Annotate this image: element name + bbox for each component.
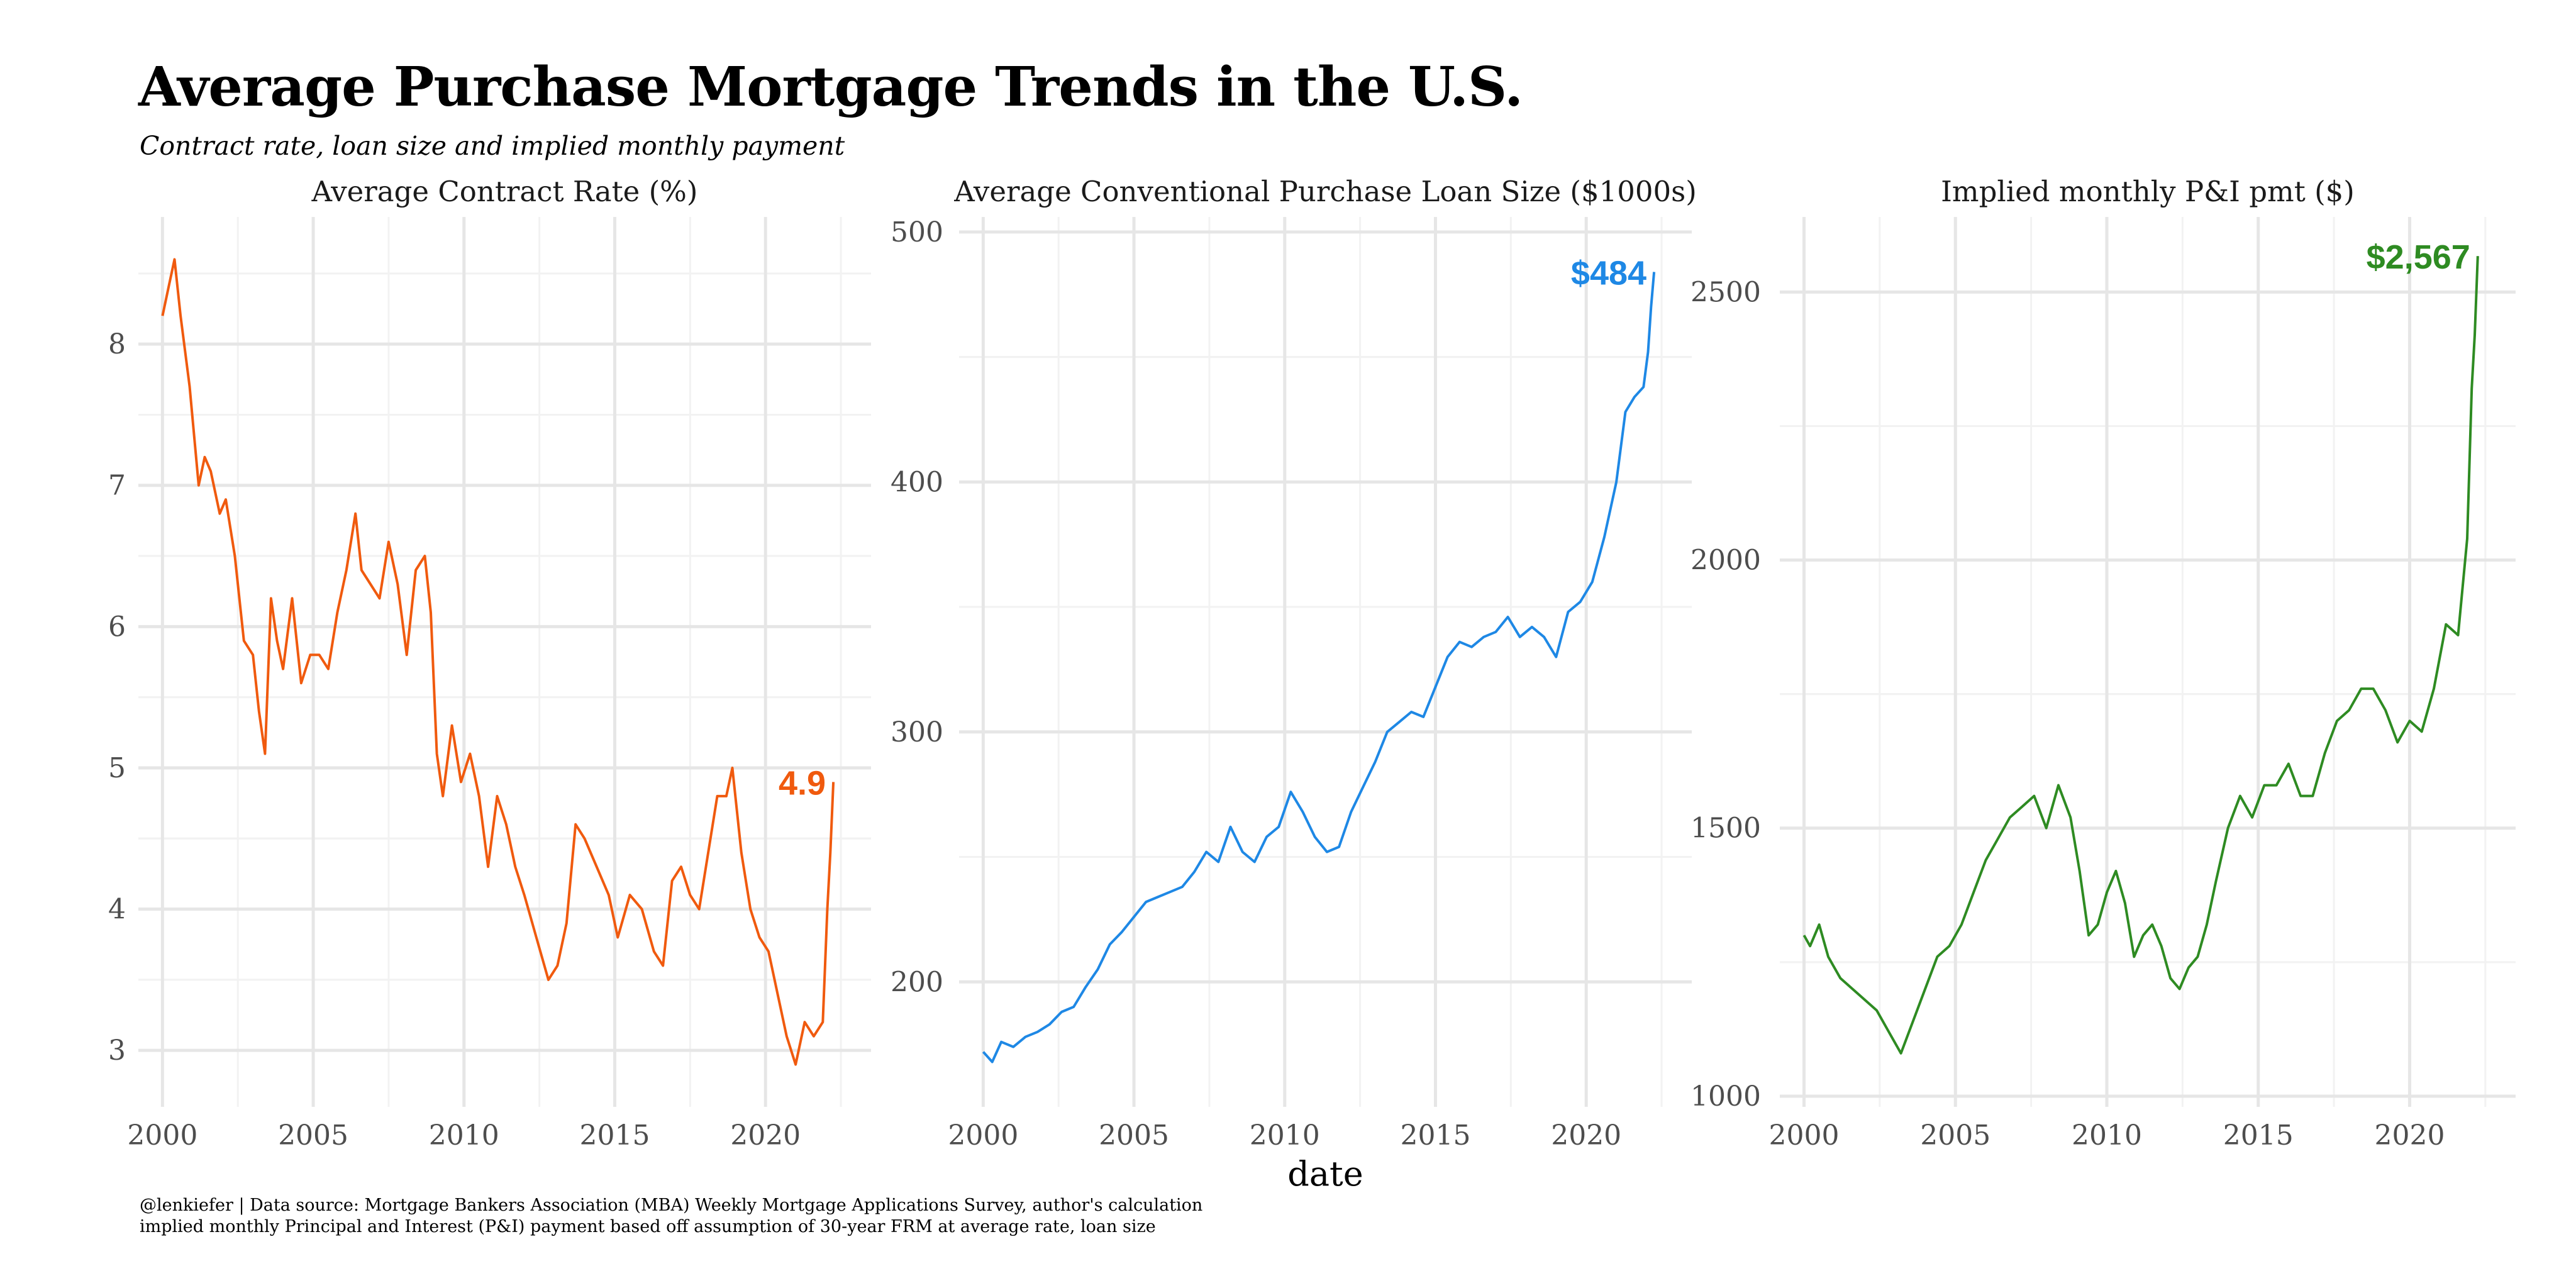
panel-title: Average Conventional Purchase Loan Size … (953, 175, 1697, 208)
x-tick-label: 2005 (1099, 1119, 1169, 1152)
y-tick-label: 400 (891, 466, 943, 498)
caption-line-2: implied monthly Principal and Interest (… (140, 1217, 1156, 1236)
x-tick-label: 2005 (1920, 1119, 1990, 1152)
end-value-label: $2,567 (2367, 238, 2470, 276)
y-tick-label: 2500 (1690, 276, 1761, 308)
y-tick-label: 2000 (1690, 545, 1761, 577)
x-tick-label: 2005 (278, 1119, 348, 1152)
y-tick-label: 4 (108, 894, 126, 926)
x-tick-label: 2000 (948, 1119, 1018, 1152)
y-tick-label: 200 (891, 966, 943, 998)
x-tick-label: 2000 (127, 1119, 197, 1152)
y-tick-label: 1500 (1690, 813, 1761, 845)
y-tick-label: 7 (108, 470, 126, 502)
x-axis-label: date (1287, 1154, 1363, 1194)
y-tick-label: 3 (108, 1035, 126, 1067)
x-tick-label: 2015 (579, 1119, 650, 1152)
y-tick-label: 8 (108, 328, 126, 360)
x-tick-label: 2010 (429, 1119, 499, 1152)
x-tick-label: 2020 (730, 1119, 801, 1152)
y-tick-label: 6 (108, 611, 126, 643)
x-tick-label: 2010 (2072, 1119, 2142, 1152)
series-line (161, 258, 835, 1066)
x-tick-label: 2020 (1551, 1119, 1621, 1152)
x-tick-label: 2000 (1769, 1119, 1840, 1152)
panel-title: Implied monthly P&I pmt ($) (1941, 175, 2355, 208)
series-line (1802, 256, 2479, 1055)
page-subtitle: Contract rate, loan size and implied mon… (140, 131, 845, 161)
y-tick-label: 1000 (1690, 1080, 1761, 1113)
series-line (982, 272, 1656, 1063)
y-tick-label: 500 (891, 216, 943, 248)
x-tick-label: 2020 (2374, 1119, 2445, 1152)
x-tick-label: 2015 (2223, 1119, 2294, 1152)
y-tick-label: 300 (891, 716, 943, 748)
x-tick-label: 2015 (1400, 1119, 1470, 1152)
caption-line-1: @lenkiefer | Data source: Mortgage Banke… (140, 1196, 1203, 1215)
y-tick-label: 5 (108, 752, 126, 784)
end-value-label: 4.9 (779, 764, 826, 802)
source-caption: @lenkiefer | Data source: Mortgage Banke… (140, 1195, 1202, 1238)
page-title: Average Purchase Mortgage Trends in the … (138, 55, 1523, 119)
panel-title: Average Contract Rate (%) (311, 175, 698, 208)
x-tick-label: 2010 (1250, 1119, 1320, 1152)
end-value-label: $484 (1571, 254, 1646, 292)
